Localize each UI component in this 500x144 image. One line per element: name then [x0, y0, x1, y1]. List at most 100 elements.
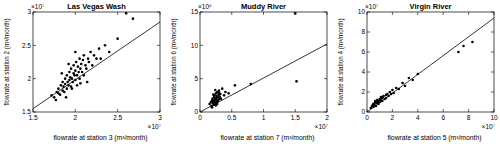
y-tick-label: 2.5 — [22, 42, 31, 49]
x-tick-label: 2 — [74, 114, 78, 121]
x-tick-label: 8 — [467, 114, 471, 121]
point — [401, 82, 404, 85]
title: Las Vegas Wash — [67, 2, 126, 11]
x-multiplier: ×10⁷ — [148, 123, 162, 130]
x-tick-label: 2 — [391, 114, 395, 121]
x-tick-label: 6 — [441, 114, 445, 121]
title: Virgin River — [410, 2, 452, 11]
y-tick — [367, 32, 370, 33]
y-tick — [491, 32, 494, 33]
y-tick — [367, 72, 370, 73]
point — [227, 92, 230, 95]
point — [381, 97, 384, 100]
point — [294, 12, 297, 15]
plot-area — [200, 12, 327, 112]
x-tick-label: 2.5 — [113, 114, 122, 121]
panel: Las Vegas Wash×10⁷×10⁷flowrate at statio… — [3, 2, 162, 143]
fit-line — [33, 22, 160, 109]
y-tick — [157, 45, 160, 46]
y-tick — [491, 92, 494, 93]
point — [224, 91, 227, 94]
point — [220, 97, 223, 100]
point — [84, 64, 87, 67]
y-axis-label: flowrate at station 4 (m³/month) — [337, 18, 345, 105]
x-tick — [417, 12, 418, 15]
point — [382, 96, 385, 99]
point — [68, 71, 71, 74]
y-tick-label: 4 — [361, 68, 365, 75]
point — [98, 47, 101, 50]
point — [116, 37, 119, 40]
x-axis-label: flowrate at station 5 (m³/month) — [387, 134, 481, 142]
x-tick — [468, 12, 469, 15]
title: Muddy River — [241, 2, 286, 11]
fit-line — [367, 18, 494, 112]
point — [91, 64, 94, 67]
point — [88, 61, 91, 64]
point — [462, 45, 465, 48]
x-tick-label: 0.5 — [227, 114, 236, 121]
point — [77, 65, 80, 68]
point — [65, 96, 68, 99]
point — [218, 91, 221, 94]
point — [71, 87, 74, 90]
point — [74, 51, 77, 54]
x-tick — [468, 109, 469, 112]
point — [79, 82, 82, 85]
point — [379, 99, 382, 102]
point — [57, 87, 60, 90]
x-tick — [263, 12, 264, 15]
y-tick — [367, 92, 370, 93]
point — [295, 80, 298, 83]
y-tick — [157, 78, 160, 79]
point — [408, 77, 411, 80]
point — [395, 87, 398, 90]
x-tick-label: 0 — [198, 114, 202, 121]
point — [60, 84, 63, 87]
point — [77, 71, 80, 74]
x-tick — [75, 109, 76, 112]
panel: Muddy River×10⁶×10⁷flowrate at station 7… — [170, 2, 329, 143]
y-multiplier: ×10⁷ — [31, 3, 45, 10]
y-tick-label: 2 — [361, 88, 365, 95]
point — [221, 87, 224, 90]
point — [64, 77, 67, 80]
x-tick — [295, 12, 296, 15]
point — [68, 79, 71, 82]
point — [457, 51, 460, 54]
y-axis-label: flowrate at station 6 (m³/month) — [170, 18, 178, 105]
y-tick — [367, 52, 370, 53]
point — [95, 57, 98, 60]
point — [59, 93, 62, 96]
y-tick-label: 8 — [361, 28, 365, 35]
point — [87, 57, 90, 60]
x-tick — [263, 109, 264, 112]
point — [71, 77, 74, 80]
point — [66, 81, 69, 84]
point — [374, 100, 377, 103]
point — [53, 96, 56, 99]
x-multiplier: ×10⁷ — [482, 123, 496, 130]
point — [104, 44, 107, 47]
y-tick — [33, 78, 36, 79]
x-axis-label: flowrate at station 3 (m³/month) — [53, 134, 147, 142]
x-tick — [75, 12, 76, 15]
x-tick-label: 1 — [262, 114, 266, 121]
point — [214, 89, 217, 92]
y-tick-label: 0 — [194, 108, 198, 115]
point — [382, 95, 385, 98]
point — [85, 67, 88, 70]
x-axis-label: flowrate at station 7 (m³/month) — [220, 134, 314, 142]
x-tick — [443, 12, 444, 15]
y-tick-label: 2 — [27, 75, 31, 82]
point — [70, 67, 73, 70]
point — [83, 54, 86, 57]
point — [82, 59, 85, 62]
point — [81, 71, 84, 74]
point — [63, 91, 66, 94]
point — [223, 94, 226, 97]
y-tick — [33, 45, 36, 46]
point — [404, 85, 407, 88]
x-tick-label: 3 — [158, 114, 162, 121]
point — [93, 54, 96, 57]
